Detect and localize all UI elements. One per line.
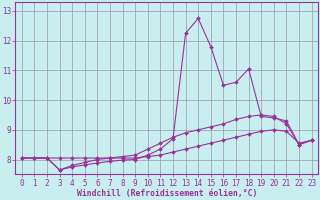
X-axis label: Windchill (Refroidissement éolien,°C): Windchill (Refroidissement éolien,°C)	[76, 189, 257, 198]
